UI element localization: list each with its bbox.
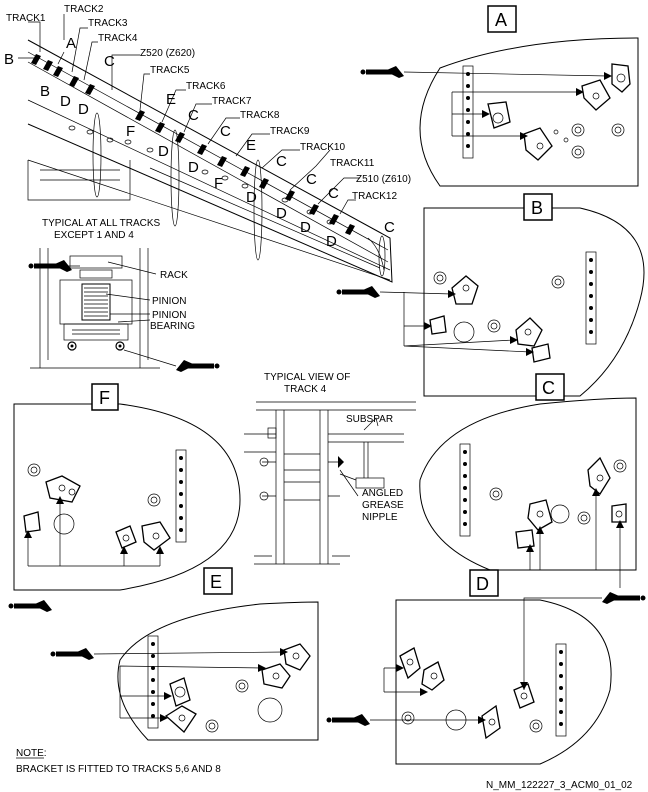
callout-c: C bbox=[188, 107, 199, 124]
track4-view: TYPICAL VIEW OF TRACK 4 SUBSPAR ANGLED G… bbox=[244, 372, 416, 565]
angled-grease-nipple-2: GREASE bbox=[362, 500, 404, 511]
track4-label: TRACK4 bbox=[98, 33, 138, 44]
figure-id: N_MM_122227_3_ACM0_01_02 bbox=[486, 780, 633, 791]
angled-grease-nipple-1: ANGLED bbox=[362, 488, 403, 499]
pinion-bearing-label-2: BEARING bbox=[150, 321, 195, 332]
view-c: C bbox=[419, 373, 637, 588]
view-a-label-box bbox=[487, 5, 517, 33]
callout-f: F bbox=[126, 123, 135, 140]
callout-e: E bbox=[166, 91, 176, 108]
wing-leading-edge-view: TRACK1 TRACK2 TRACK3 TRACK4 Z520 (Z620) … bbox=[4, 4, 411, 283]
track1-label: TRACK1 bbox=[6, 13, 46, 24]
view-f: F bbox=[8, 383, 241, 612]
callout-d: D bbox=[60, 93, 71, 110]
view-b-label-box bbox=[523, 193, 553, 221]
callout-d: D bbox=[300, 219, 311, 236]
view-c-label: C bbox=[542, 378, 555, 398]
callout-d: D bbox=[188, 159, 199, 176]
callout-c: C bbox=[328, 185, 339, 202]
track4-view-title-2: TRACK 4 bbox=[284, 384, 327, 395]
view-f-label: F bbox=[99, 388, 110, 408]
callout-c: C bbox=[306, 171, 317, 188]
view-e-label: E bbox=[210, 572, 222, 592]
view-a-label: A bbox=[495, 10, 507, 30]
callout-c: C bbox=[384, 219, 395, 236]
callout-d: D bbox=[246, 189, 257, 206]
view-e-label-box bbox=[203, 567, 233, 595]
track12-label: TRACK12 bbox=[352, 191, 397, 202]
callout-f: F bbox=[214, 175, 223, 192]
zone-z510-label: Z510 (Z610) bbox=[356, 174, 411, 185]
track9-label: TRACK9 bbox=[270, 126, 310, 137]
view-d-label: D bbox=[476, 574, 489, 594]
callout-c: C bbox=[104, 53, 115, 70]
callout-a: A bbox=[66, 35, 76, 52]
callout-c: C bbox=[276, 153, 287, 170]
track6-label: TRACK6 bbox=[186, 81, 226, 92]
callout-d: D bbox=[326, 233, 337, 250]
track5-label: TRACK5 bbox=[150, 65, 190, 76]
pinion-bearing-label-1: PINION bbox=[152, 310, 186, 321]
rack-label: RACK bbox=[160, 270, 188, 281]
view-b: B bbox=[336, 193, 645, 397]
angled-grease-nipple-3: NIPPLE bbox=[362, 512, 398, 523]
note-title: NOTE: bbox=[16, 748, 47, 759]
typical-all-tracks-line2: EXCEPT 1 AND 4 bbox=[54, 230, 134, 241]
track8-label: TRACK8 bbox=[240, 110, 280, 121]
track3-label: TRACK3 bbox=[88, 18, 128, 29]
rack-pinion-detail: TYPICAL AT ALL TRACKS EXCEPT 1 AND 4 RAC… bbox=[28, 218, 220, 372]
callout-c: C bbox=[220, 123, 231, 140]
view-c-label-box bbox=[535, 373, 565, 401]
callout-d: D bbox=[158, 143, 169, 160]
callout-d: D bbox=[78, 101, 89, 118]
track7-label: TRACK7 bbox=[212, 96, 252, 107]
view-a: A bbox=[360, 5, 639, 187]
callout-b: B bbox=[4, 51, 14, 68]
zone-z520-label: Z520 (Z620) bbox=[140, 48, 195, 59]
view-f-label-box bbox=[91, 383, 119, 411]
view-d-label-box bbox=[469, 569, 499, 597]
track10-label: TRACK10 bbox=[300, 142, 345, 153]
typical-all-tracks-line1: TYPICAL AT ALL TRACKS bbox=[42, 218, 161, 229]
subspar-label: SUBSPAR bbox=[346, 414, 393, 425]
callout-d: D bbox=[276, 205, 287, 222]
view-b-label: B bbox=[531, 198, 543, 218]
track2-label: TRACK2 bbox=[64, 4, 104, 15]
note-text: BRACKET IS FITTED TO TRACKS 5,6 AND 8 bbox=[16, 764, 221, 775]
view-d: D bbox=[326, 569, 646, 765]
note-block: NOTE: BRACKET IS FITTED TO TRACKS 5,6 AN… bbox=[16, 748, 221, 775]
track4-view-title-1: TYPICAL VIEW OF bbox=[264, 372, 350, 383]
view-e: E bbox=[50, 567, 319, 741]
callout-e: E bbox=[246, 137, 256, 154]
track11-label: TRACK11 bbox=[330, 158, 375, 169]
callout-b: B bbox=[40, 83, 50, 100]
pinion-label: PINION bbox=[152, 296, 186, 307]
